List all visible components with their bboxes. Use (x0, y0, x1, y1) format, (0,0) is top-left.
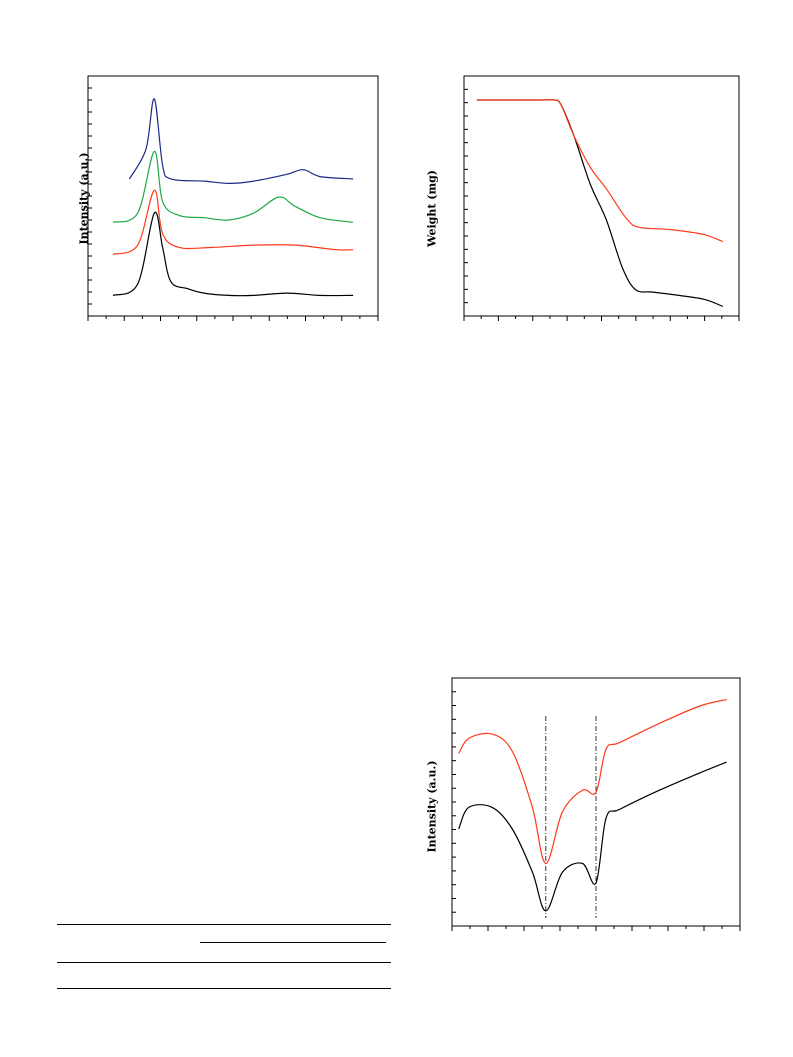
xrd-series-line-2 (112, 189, 354, 255)
table-header-rule (57, 962, 391, 963)
ftir-y-axis-label: Intensity (a.u.) (425, 760, 439, 853)
table-top-rule (57, 924, 391, 925)
tga-series-line-1 (476, 99, 724, 243)
tga-frame (463, 75, 740, 317)
xrd-figure: Intensity (a.u.) (66, 72, 386, 322)
tga-chart (463, 75, 740, 321)
table-bottom-rule (57, 988, 391, 989)
xrd-y-axis-label: Intensity (a.u.) (77, 152, 91, 245)
tga-y-axis-label: Weight (mg) (425, 170, 439, 247)
xrd-series-line-3 (112, 211, 354, 297)
xrd-chart (87, 75, 379, 321)
xrd-frame (87, 75, 379, 317)
tga-figure: Weight (mg) (414, 72, 744, 322)
tga-series-line-0 (476, 99, 724, 307)
xrd-series-line-1 (112, 150, 354, 223)
ftir-figure: Intensity (a.u.) (414, 670, 744, 935)
ftir-series-line-1 (458, 699, 727, 865)
ftir-chart (451, 677, 741, 931)
xrd-series-line-0 (128, 98, 354, 185)
table-sub-rule (200, 942, 386, 943)
ftir-series-line-0 (458, 761, 727, 912)
